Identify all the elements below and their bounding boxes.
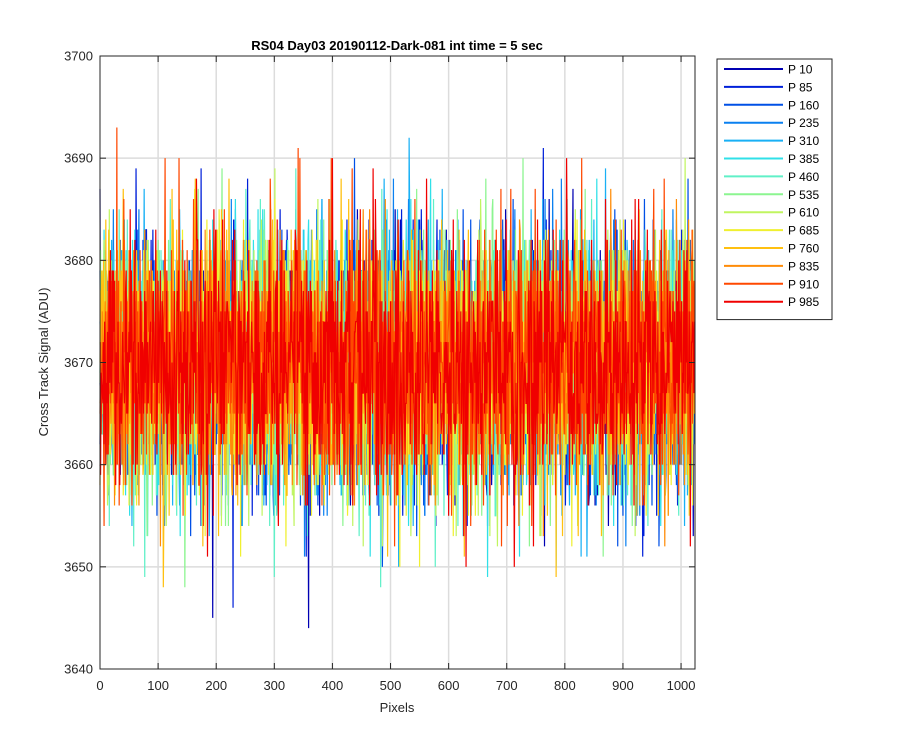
x-tick-label: 800: [554, 678, 576, 693]
legend-entry[interactable]: P 985: [788, 295, 819, 309]
y-tick-label: 3640: [64, 662, 93, 677]
legend-entry[interactable]: P 460: [788, 170, 819, 184]
x-tick-label: 500: [380, 678, 402, 693]
x-tick-label: 0: [96, 678, 103, 693]
legend-box: [716, 58, 833, 321]
legend-entry[interactable]: P 685: [788, 224, 819, 238]
chart-title: RS04 Day03 20190112-Dark-081 int time = …: [251, 38, 543, 53]
series-line: [99, 158, 696, 567]
legend-entry[interactable]: P 85: [788, 80, 813, 94]
y-tick-label: 3650: [64, 559, 93, 574]
x-tick-label: 400: [322, 678, 344, 693]
y-tick-label: 3680: [64, 253, 93, 268]
legend-entry[interactable]: P 835: [788, 259, 819, 273]
legend-entry[interactable]: P 235: [788, 116, 819, 130]
x-tick-label: 700: [496, 678, 518, 693]
y-tick-label: 3690: [64, 151, 93, 166]
y-tick-label: 3700: [64, 49, 93, 64]
legend-entry[interactable]: P 385: [788, 152, 819, 166]
y-tick-label: 3660: [64, 457, 93, 472]
x-tick-label: 900: [612, 678, 634, 693]
legend-entry[interactable]: P 760: [788, 242, 819, 256]
x-tick-label: 200: [205, 678, 227, 693]
legend-entry[interactable]: P 310: [788, 134, 819, 148]
legend-entry[interactable]: P 535: [788, 188, 819, 202]
legend-entry[interactable]: P 160: [788, 98, 819, 112]
legend-entry[interactable]: P 10: [788, 63, 813, 77]
axis-ticks: 0 100 200 300 400 500 600 700 800 900 1000 3640 3650…: [64, 49, 695, 694]
legend[interactable]: P 10 P 85 P 160 P 235 P 310 P 385 P 460 P 535 P …: [716, 58, 833, 321]
x-tick-label: 600: [438, 678, 460, 693]
x-axis-label: Pixels: [380, 700, 415, 715]
x-tick-label: 300: [263, 678, 285, 693]
legend-entry[interactable]: P 610: [788, 206, 819, 220]
y-tick-label: 3670: [64, 355, 93, 370]
x-tick-label: 100: [147, 678, 169, 693]
series-layer: [99, 127, 696, 629]
legend-entry[interactable]: P 910: [788, 277, 819, 291]
x-tick-label: 1000: [667, 678, 696, 693]
y-axis-label: Cross Track Signal (ADU): [36, 288, 51, 437]
